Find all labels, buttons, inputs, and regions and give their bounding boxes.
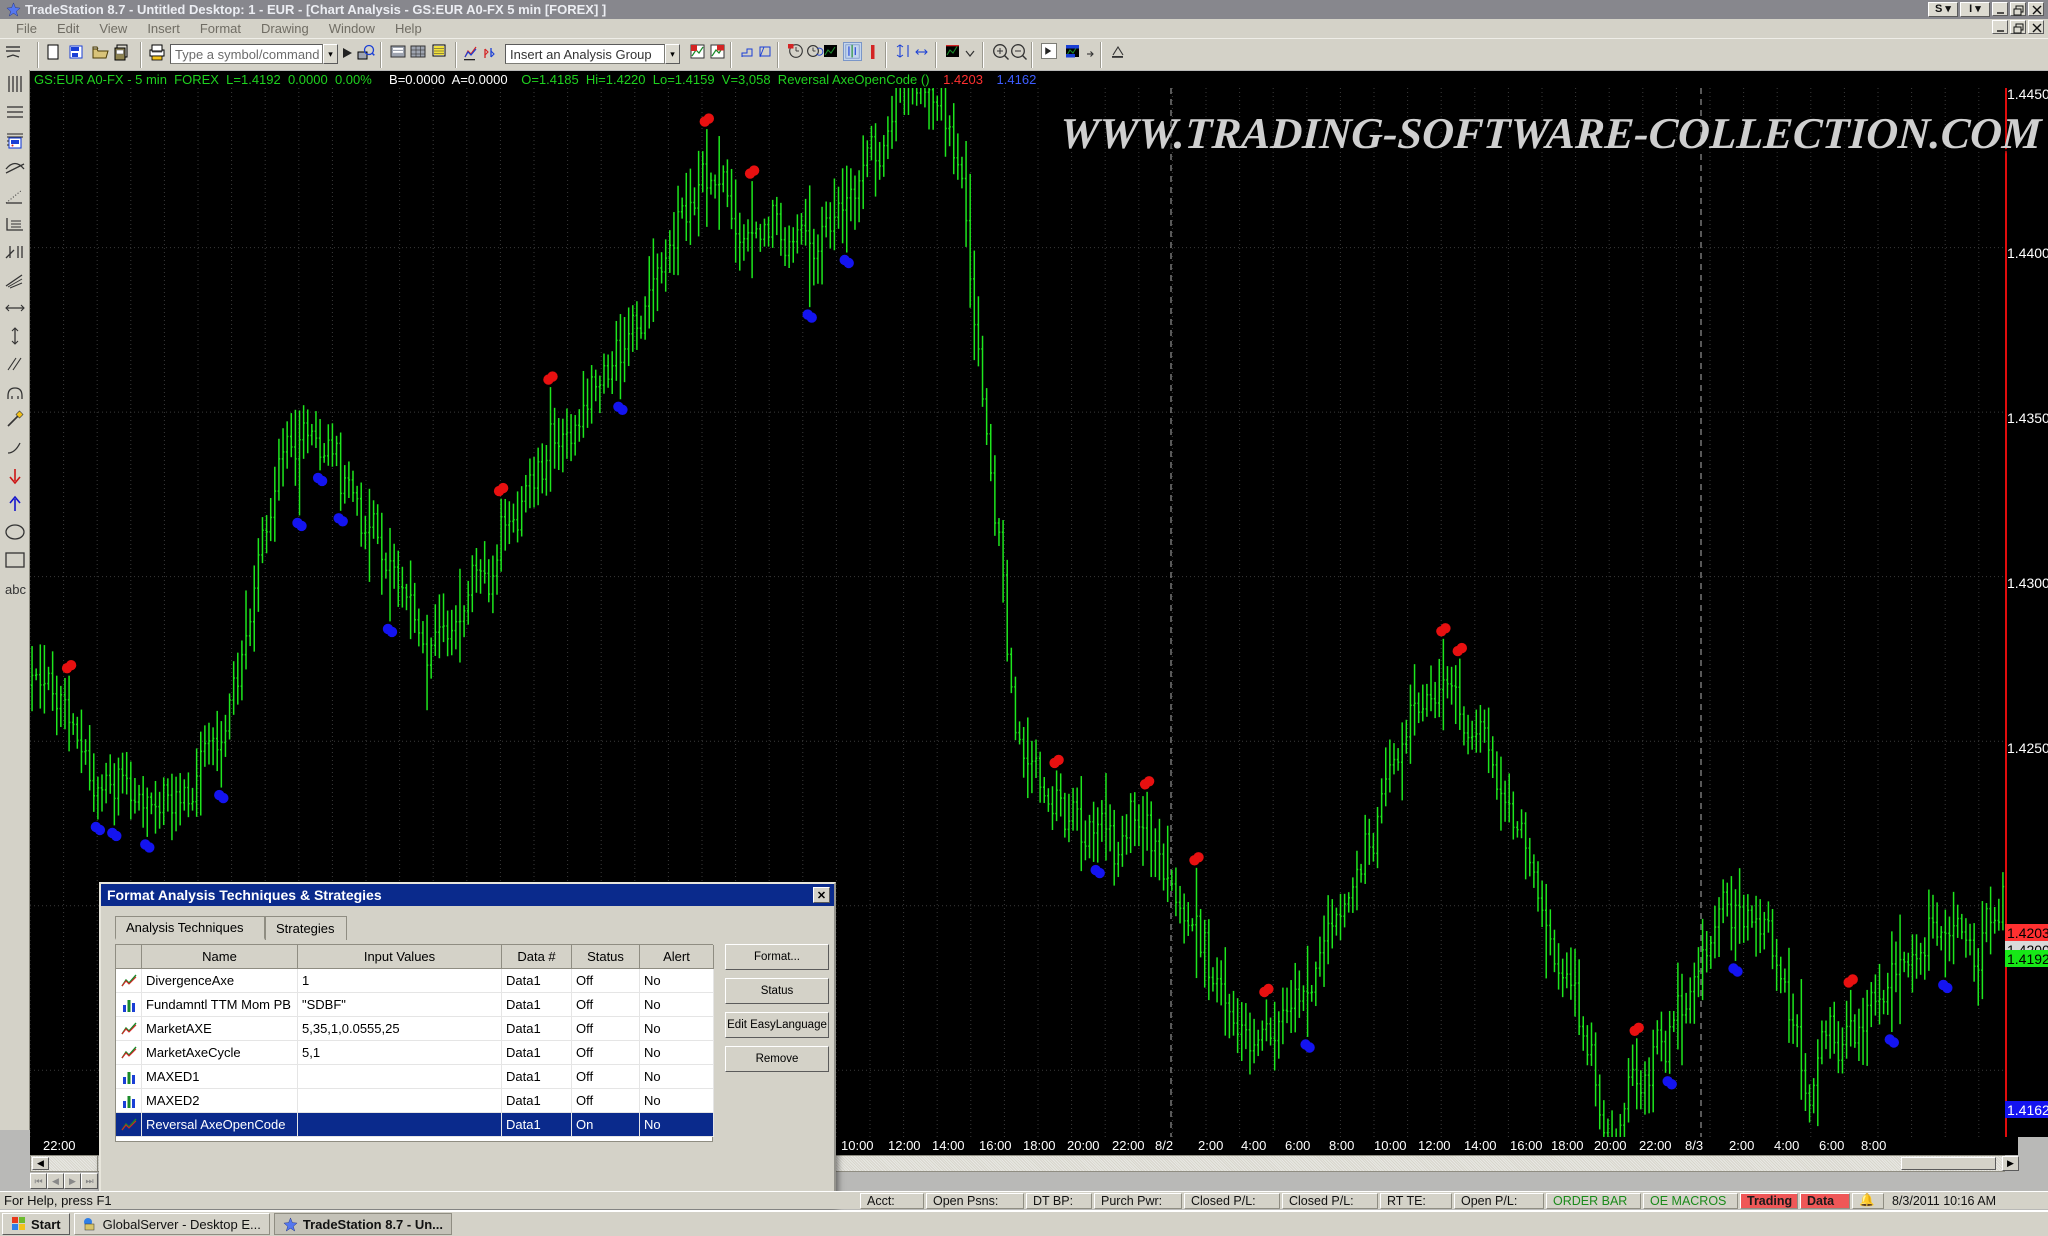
svg-text:abc: abc — [5, 582, 26, 597]
